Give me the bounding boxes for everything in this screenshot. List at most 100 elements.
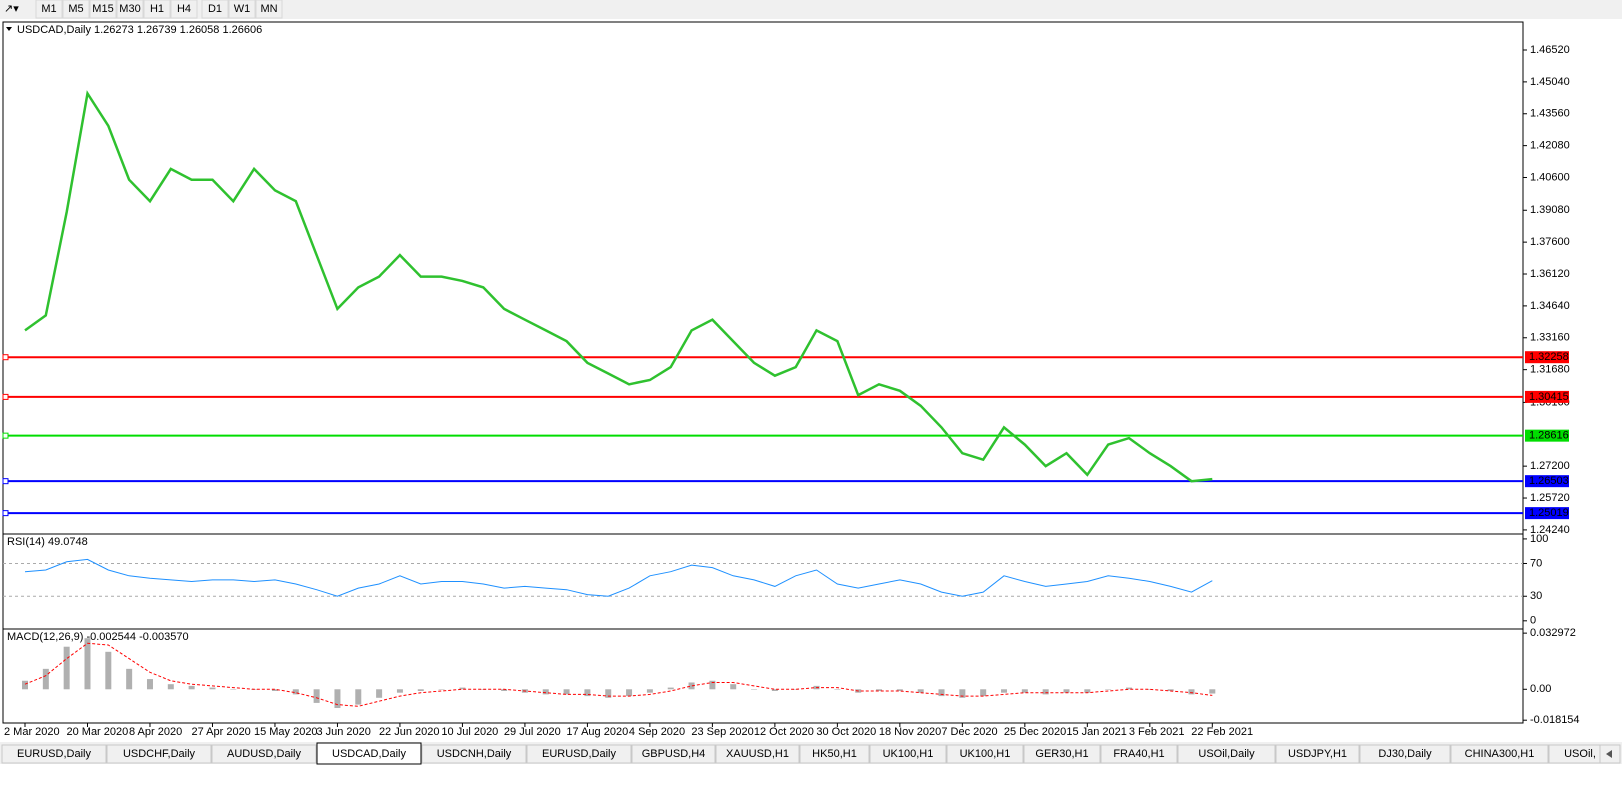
level-handle[interactable] <box>2 393 9 400</box>
chart-tab[interactable] <box>631 744 716 764</box>
chart-tab[interactable] <box>211 744 317 764</box>
timeframe-button[interactable] <box>228 0 256 19</box>
chart-tab-label[interactable]: FRA40,H1 <box>1113 748 1164 760</box>
level-handle[interactable] <box>2 510 9 517</box>
chart-tab[interactable] <box>316 742 422 765</box>
chart-tab-label[interactable]: DJ30,Daily <box>1378 748 1432 760</box>
chart-tab-label[interactable]: EURUSD,Daily <box>542 748 616 760</box>
level-handle[interactable] <box>2 354 9 361</box>
chart-tab[interactable] <box>715 744 800 764</box>
histogram-bar <box>563 689 570 695</box>
timeframe-label[interactable]: M1 <box>41 3 56 15</box>
timeframe-label[interactable]: H4 <box>177 3 191 15</box>
chart-tab[interactable] <box>1 744 107 764</box>
timeframe-button[interactable] <box>201 0 229 19</box>
timeframe-button[interactable] <box>116 0 144 19</box>
chart-tab-label[interactable]: XAUUSD,H1 <box>726 748 789 760</box>
chart-tab-label[interactable]: USOil,Daily <box>1198 748 1255 760</box>
timeframe-label[interactable]: D1 <box>208 3 222 15</box>
histogram-bar <box>584 689 591 697</box>
panel-title: USDCAD,Daily 1.26273 1.26739 1.26058 1.2… <box>17 24 262 36</box>
chart-tab-label[interactable]: GBPUSD,H4 <box>642 748 706 760</box>
timeframe-label[interactable]: W1 <box>234 3 251 15</box>
panel-title: MACD(12,26,9) -0.002544 -0.003570 <box>7 631 189 643</box>
chart-tab-label[interactable]: USDCNH,Daily <box>437 748 512 760</box>
chart-tab-label[interactable]: USOil, <box>1564 748 1596 760</box>
chart-tab-label[interactable]: HK50,H1 <box>812 748 857 760</box>
y-tick-label: 100 <box>1530 533 1548 545</box>
chart-tab-label[interactable]: CHINA300,H1 <box>1465 748 1535 760</box>
level-handle[interactable] <box>2 478 9 485</box>
timeframe-button[interactable] <box>62 0 90 19</box>
chart-tab-label[interactable]: EURUSD,Daily <box>17 748 91 760</box>
x-tick-label: 2 Mar 2020 <box>4 726 60 738</box>
timeframe-button[interactable] <box>255 0 283 19</box>
histogram-bar <box>126 668 133 690</box>
chart-tab-label[interactable]: AUDUSD,Daily <box>227 748 301 760</box>
x-tick-label: 10 Jul 2020 <box>441 726 498 738</box>
timeframe-label[interactable]: M5 <box>68 3 83 15</box>
histogram-bar <box>917 689 924 693</box>
histogram-bar <box>896 689 903 691</box>
chart-tab[interactable] <box>946 744 1024 764</box>
histogram-bar <box>396 689 403 693</box>
y-tick-label: 1.42080 <box>1530 140 1570 152</box>
histogram-bar <box>63 646 70 690</box>
histogram-bar <box>334 689 341 709</box>
timeframe-label[interactable]: MN <box>260 3 277 15</box>
x-tick-label: 30 Oct 2020 <box>816 726 876 738</box>
panel-title: RSI(14) 49.0748 <box>7 536 88 548</box>
histogram-bar <box>980 689 987 697</box>
y-tick-label: 1.37600 <box>1530 236 1570 248</box>
chart-tab[interactable] <box>421 744 527 764</box>
timeframe-label[interactable]: M30 <box>119 3 140 15</box>
y-tick-label: 1.46520 <box>1530 44 1570 56</box>
chart-tab[interactable] <box>1023 744 1101 764</box>
histogram-bar <box>146 679 153 690</box>
timeframe-button[interactable] <box>35 0 63 19</box>
chart-tab[interactable] <box>1177 744 1276 764</box>
timeframe-button[interactable] <box>170 0 198 19</box>
histogram-bar <box>376 689 383 698</box>
histogram-bar <box>667 687 674 690</box>
chart-tab-label[interactable]: USDCAD,Daily <box>332 748 406 760</box>
timeframe-label[interactable]: H1 <box>150 3 164 15</box>
histogram-bar <box>1021 689 1028 693</box>
y-tick-label: 1.31680 <box>1530 364 1570 376</box>
histogram-bar <box>438 689 445 690</box>
level-handle[interactable] <box>2 432 9 439</box>
chart-tab[interactable] <box>526 744 632 764</box>
y-tick-label: 1.40600 <box>1530 171 1570 183</box>
chart-tab-label[interactable]: UK100,H1 <box>883 748 934 760</box>
x-tick-label: 3 Feb 2021 <box>1129 726 1185 738</box>
histogram-bar <box>1042 689 1049 695</box>
chart-tab-label[interactable]: GER30,H1 <box>1035 748 1088 760</box>
x-tick-label: 7 Dec 2020 <box>941 726 997 738</box>
y-tick-label: 0.032972 <box>1530 627 1576 639</box>
timeframe-label[interactable]: M15 <box>92 3 113 15</box>
x-tick-label: 12 Oct 2020 <box>754 726 814 738</box>
level-price-box <box>1525 475 1569 488</box>
chart-tab[interactable] <box>1359 744 1451 764</box>
y-tick-label: 30 <box>1530 590 1542 602</box>
chart-tab[interactable] <box>1450 744 1549 764</box>
histogram-bar <box>1084 689 1091 693</box>
x-tick-label: 15 May 2020 <box>254 726 318 738</box>
x-tick-label: 29 Jul 2020 <box>504 726 561 738</box>
y-tick-label: -0.018154 <box>1530 714 1580 726</box>
level-price-label: 1.30415 <box>1529 391 1569 403</box>
chart-tab-label[interactable]: USDCHF,Daily <box>123 748 196 760</box>
tab-scroll-arrow[interactable] <box>1606 750 1612 758</box>
chart-tab[interactable] <box>106 744 212 764</box>
chart-tab[interactable] <box>799 744 870 764</box>
chart-tab[interactable] <box>1100 744 1178 764</box>
x-tick-label: 15 Jan 2021 <box>1066 726 1127 738</box>
timeframe-button[interactable] <box>143 0 171 19</box>
chart-tab[interactable] <box>1275 744 1360 764</box>
histogram-bar <box>313 689 320 703</box>
chart-tab-label[interactable]: USDJPY,H1 <box>1288 748 1347 760</box>
chart-tab-label[interactable]: UK100,H1 <box>960 748 1011 760</box>
timeframe-button[interactable] <box>89 0 117 19</box>
histogram-bar <box>42 668 49 690</box>
chart-tab[interactable] <box>869 744 947 764</box>
